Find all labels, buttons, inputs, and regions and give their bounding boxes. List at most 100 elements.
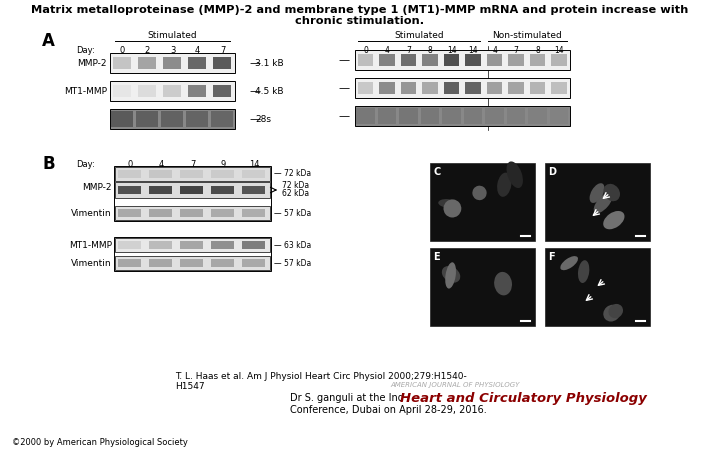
Text: — 57 kDa: — 57 kDa [274, 258, 311, 267]
Bar [551, 54, 567, 66]
Text: 14: 14 [447, 46, 456, 55]
Text: 62 kDa: 62 kDa [282, 189, 309, 198]
Bar [188, 85, 206, 97]
Bar [110, 109, 235, 129]
Bar [355, 78, 570, 98]
Text: 14: 14 [249, 160, 260, 169]
Bar [110, 53, 235, 73]
Bar [113, 85, 131, 97]
Bar [465, 54, 480, 66]
Bar [464, 108, 482, 124]
Bar [180, 241, 203, 249]
Bar [138, 85, 156, 97]
Bar [430, 163, 535, 241]
Text: C: C [433, 167, 440, 177]
Bar [549, 108, 569, 124]
Bar [545, 163, 650, 241]
Text: chronic stimulation.: chronic stimulation. [295, 16, 425, 26]
Text: 0: 0 [120, 46, 125, 55]
Bar [180, 185, 203, 194]
Bar [114, 237, 271, 271]
Bar [114, 166, 271, 221]
Bar [115, 182, 270, 198]
Text: —: — [339, 55, 350, 65]
Bar [422, 54, 438, 66]
Ellipse shape [444, 199, 462, 217]
Text: 7: 7 [514, 46, 518, 55]
Bar [242, 185, 266, 194]
Bar [161, 111, 184, 126]
Ellipse shape [438, 199, 456, 207]
Bar [163, 57, 181, 69]
Bar [213, 85, 231, 97]
Ellipse shape [603, 184, 620, 201]
Ellipse shape [497, 173, 511, 197]
Bar [186, 111, 208, 126]
Text: —: — [339, 111, 350, 121]
Bar [149, 209, 172, 217]
Text: Vimentin: Vimentin [71, 208, 112, 217]
Text: 4: 4 [159, 160, 164, 169]
Ellipse shape [590, 183, 605, 203]
Text: — 63 kDa: — 63 kDa [274, 240, 311, 249]
Text: 28s: 28s [255, 114, 271, 123]
Bar [242, 209, 266, 217]
Bar [211, 259, 234, 267]
Text: Stimulated: Stimulated [148, 31, 197, 40]
Bar [118, 259, 141, 267]
Text: — 57 kDa: — 57 kDa [274, 208, 311, 217]
Bar [180, 170, 203, 178]
Text: 8: 8 [536, 46, 540, 55]
Text: Day:: Day: [76, 160, 95, 169]
Ellipse shape [494, 272, 512, 295]
Bar [113, 57, 131, 69]
Bar [379, 81, 395, 94]
Ellipse shape [603, 211, 624, 230]
Text: MT1-MMP: MT1-MMP [69, 240, 112, 249]
Bar [528, 108, 547, 124]
Text: D: D [548, 167, 556, 177]
Bar [115, 206, 270, 220]
Bar [112, 111, 133, 126]
Text: F: F [548, 252, 554, 262]
Bar [149, 259, 172, 267]
Text: Conference, Dubai on April 28-29, 2016.: Conference, Dubai on April 28-29, 2016. [290, 405, 487, 415]
Bar [149, 185, 172, 194]
Bar [118, 241, 141, 249]
Ellipse shape [603, 305, 621, 322]
Text: 4: 4 [195, 46, 200, 55]
Text: H1547: H1547 [175, 382, 204, 391]
Bar [444, 54, 459, 66]
Bar [118, 209, 141, 217]
Text: —: — [249, 114, 260, 124]
Bar [118, 170, 141, 178]
Text: 7: 7 [190, 160, 195, 169]
Text: MMP-2: MMP-2 [83, 184, 112, 193]
Text: Day:: Day: [76, 46, 95, 55]
Bar [465, 81, 480, 94]
Text: —: — [249, 58, 260, 68]
Text: 0: 0 [364, 46, 368, 55]
Bar [530, 54, 545, 66]
Text: 3.1 kB: 3.1 kB [255, 58, 284, 68]
Bar [487, 81, 502, 94]
Bar [420, 108, 439, 124]
Bar [444, 81, 459, 94]
Text: 14: 14 [469, 46, 478, 55]
Text: E: E [433, 252, 440, 262]
Bar [358, 81, 373, 94]
Bar [136, 111, 158, 126]
Bar [356, 108, 375, 124]
Text: 72 kDa: 72 kDa [282, 180, 309, 189]
Text: A: A [42, 32, 55, 50]
Bar [242, 259, 266, 267]
Text: T. L. Haas et al. Am J Physiol Heart Circ Physiol 2000;279:H1540-: T. L. Haas et al. Am J Physiol Heart Cir… [175, 372, 467, 381]
Bar [422, 81, 438, 94]
Bar [242, 241, 266, 249]
Bar [430, 248, 535, 326]
Text: 9: 9 [221, 160, 226, 169]
Bar [442, 108, 461, 124]
Bar [110, 81, 235, 101]
Bar [399, 108, 418, 124]
Text: ©2000 by American Physiological Society: ©2000 by American Physiological Society [12, 438, 188, 447]
